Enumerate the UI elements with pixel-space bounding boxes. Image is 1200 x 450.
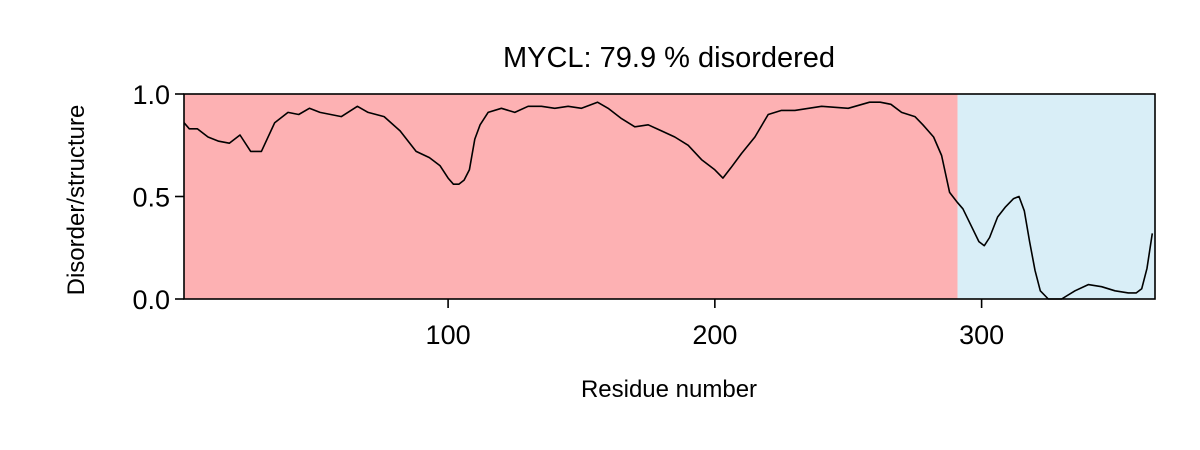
region-bands <box>184 94 1155 299</box>
series-line-0 <box>183 101 1154 300</box>
y-tick-label: 0.5 <box>132 183 170 213</box>
region-band-1 <box>957 94 1155 299</box>
x-axis-label: Residue number <box>581 376 757 403</box>
y-axis-label: Disorder/structure <box>63 105 90 296</box>
x-tick-label: 200 <box>692 320 737 350</box>
y-tick-label: 0.0 <box>132 285 170 315</box>
x-axis-ticks: 100 200 300 <box>426 299 1004 350</box>
y-axis-ticks: 0.0 0.5 1.0 <box>132 80 184 315</box>
y-tick-label: 1.0 <box>132 80 170 110</box>
chart-title: MYCL: 79.9 % disordered <box>503 42 835 74</box>
x-tick-label: 100 <box>426 320 471 350</box>
x-tick-label: 300 <box>959 320 1004 350</box>
series-lines <box>183 101 1154 300</box>
region-band-0 <box>184 94 958 299</box>
